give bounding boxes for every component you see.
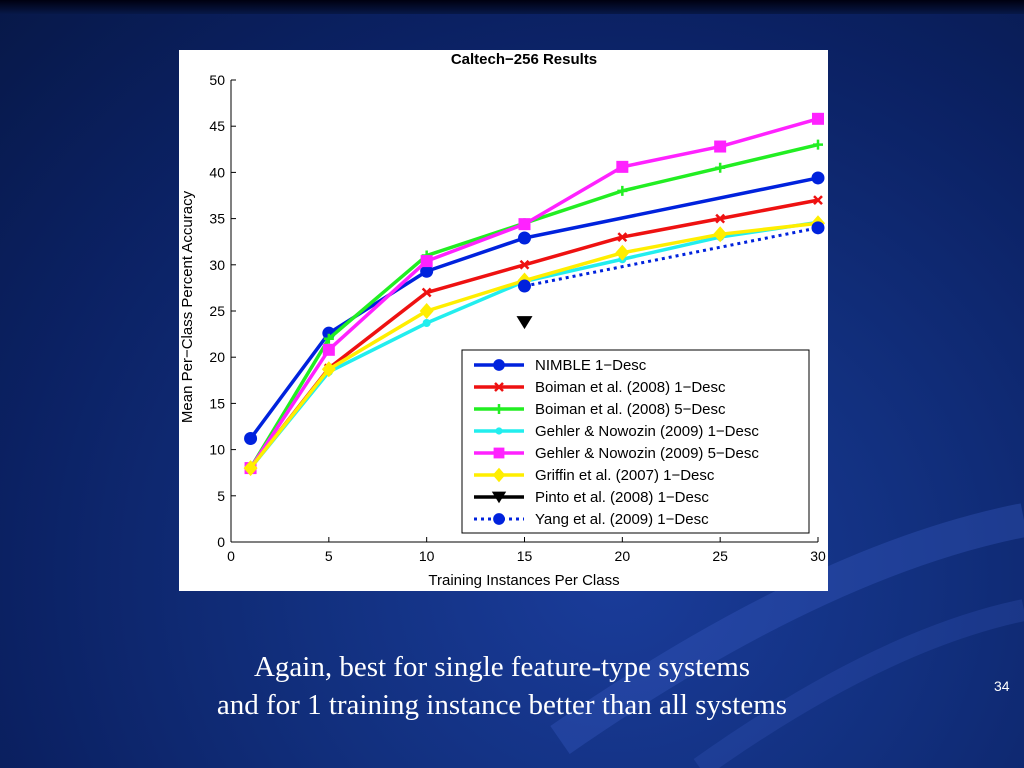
caption-line-1: Again, best for single feature-type syst… (253, 651, 751, 683)
x-tick-label: 20 (615, 548, 631, 564)
legend-label: Boiman et al. (2008) 5−Desc (535, 401, 726, 418)
legend-item: Yang et al. (2009) 1−Desc (474, 511, 709, 528)
x-tick-label: 30 (810, 548, 826, 564)
data-point (812, 112, 824, 125)
data-point (617, 185, 628, 196)
data-point (518, 279, 531, 293)
legend-item: Boiman et al. (2008) 5−Desc (474, 401, 726, 418)
legend-marker (493, 359, 505, 371)
legend-item: Pinto et al. (2008) 1−Desc (474, 489, 709, 506)
y-tick-label: 50 (209, 72, 225, 88)
data-point (421, 287, 432, 298)
x-tick-label: 25 (712, 548, 728, 564)
data-point (713, 226, 728, 243)
data-point (322, 343, 335, 356)
legend-marker (493, 447, 505, 459)
legend-label: Gehler & Nowozin (2009) 5−Desc (535, 445, 759, 462)
data-point (519, 259, 530, 270)
series-layer (243, 112, 825, 477)
legend-marker (494, 404, 504, 414)
x-axis-label: Training Instances Per Class (428, 572, 619, 589)
data-point (321, 361, 336, 378)
data-point (714, 140, 727, 153)
chart-title: Caltech−256 Results (451, 51, 597, 68)
legend-item: Gehler & Nowozin (2009) 5−Desc (474, 445, 759, 462)
caption-line-2: and for 1 training instance better than … (216, 689, 788, 721)
slide-number: 34 (994, 678, 1010, 694)
y-tick-label: 45 (209, 118, 225, 134)
data-point (715, 162, 726, 173)
series-6 (516, 316, 533, 330)
legend-label: Boiman et al. (2008) 1−Desc (535, 379, 726, 396)
data-point (323, 333, 334, 344)
data-point (243, 460, 258, 477)
data-point (244, 432, 258, 446)
legend-label: NIMBLE 1−Desc (535, 357, 647, 374)
legend-label: Griffin et al. (2007) 1−Desc (535, 467, 715, 484)
series-line (524, 226, 819, 288)
data-point (813, 139, 823, 150)
data-point (715, 213, 726, 224)
series-7 (518, 221, 825, 293)
data-point (811, 171, 825, 185)
legend-box (461, 349, 810, 534)
legend-item: NIMBLE 1−Desc (474, 357, 647, 374)
data-point (518, 231, 531, 245)
data-point (615, 244, 630, 261)
y-tick-label: 10 (209, 442, 225, 458)
y-tick-label: 0 (217, 534, 225, 550)
y-axis-label: Mean Per−Class Percent Accuracy (179, 190, 196, 423)
legend-label: Gehler & Nowozin (2009) 1−Desc (535, 423, 759, 440)
y-tick-label: 40 (209, 164, 225, 180)
y-tick-label: 20 (209, 349, 225, 365)
legend-item: Boiman et al. (2008) 1−Desc (474, 379, 726, 396)
data-point (616, 160, 629, 173)
slide-top-band (0, 0, 1024, 14)
legend-item: Griffin et al. (2007) 1−Desc (474, 467, 715, 484)
y-tick-label: 5 (217, 488, 225, 504)
chart-panel: Caltech−256 Results Mean Per−Class Perce… (179, 50, 828, 591)
legend-marker (494, 382, 504, 392)
x-tick-label: 0 (227, 548, 235, 564)
legend-item: Gehler & Nowozin (2009) 1−Desc (474, 423, 759, 440)
data-point (419, 303, 434, 319)
legend-marker (492, 467, 506, 483)
x-tick-label: 10 (419, 548, 435, 564)
data-point (420, 255, 433, 268)
y-tick-label: 30 (209, 257, 225, 273)
data-point (518, 218, 531, 231)
slide-caption: Again, best for single feature-type syst… (0, 648, 1004, 724)
line-chart: Caltech−256 Results Mean Per−Class Perce… (179, 51, 826, 589)
data-point (617, 232, 628, 242)
x-tick-label: 15 (517, 548, 533, 564)
data-point (811, 221, 825, 235)
data-point (422, 319, 431, 328)
axes: 0 5 10 15 20 25 30 35 40 45 50 0 5 10 15 20 25 30 (209, 72, 826, 564)
legend-marker (495, 427, 503, 435)
legend-marker (491, 491, 507, 504)
data-point (813, 195, 823, 206)
legend-label: Pinto et al. (2008) 1−Desc (535, 489, 709, 506)
data-point (516, 316, 533, 330)
y-tick-label: 25 (209, 303, 225, 319)
data-point (420, 264, 434, 278)
legend-label: Yang et al. (2009) 1−Desc (535, 511, 709, 528)
y-tick-label: 15 (209, 395, 225, 411)
series-0 (244, 171, 825, 446)
y-tick-label: 35 (209, 211, 225, 227)
legend: NIMBLE 1−Desc Boiman et al. (2008) 1−Desc… (461, 349, 810, 534)
legend-marker (493, 513, 505, 525)
x-tick-label: 5 (325, 548, 333, 564)
